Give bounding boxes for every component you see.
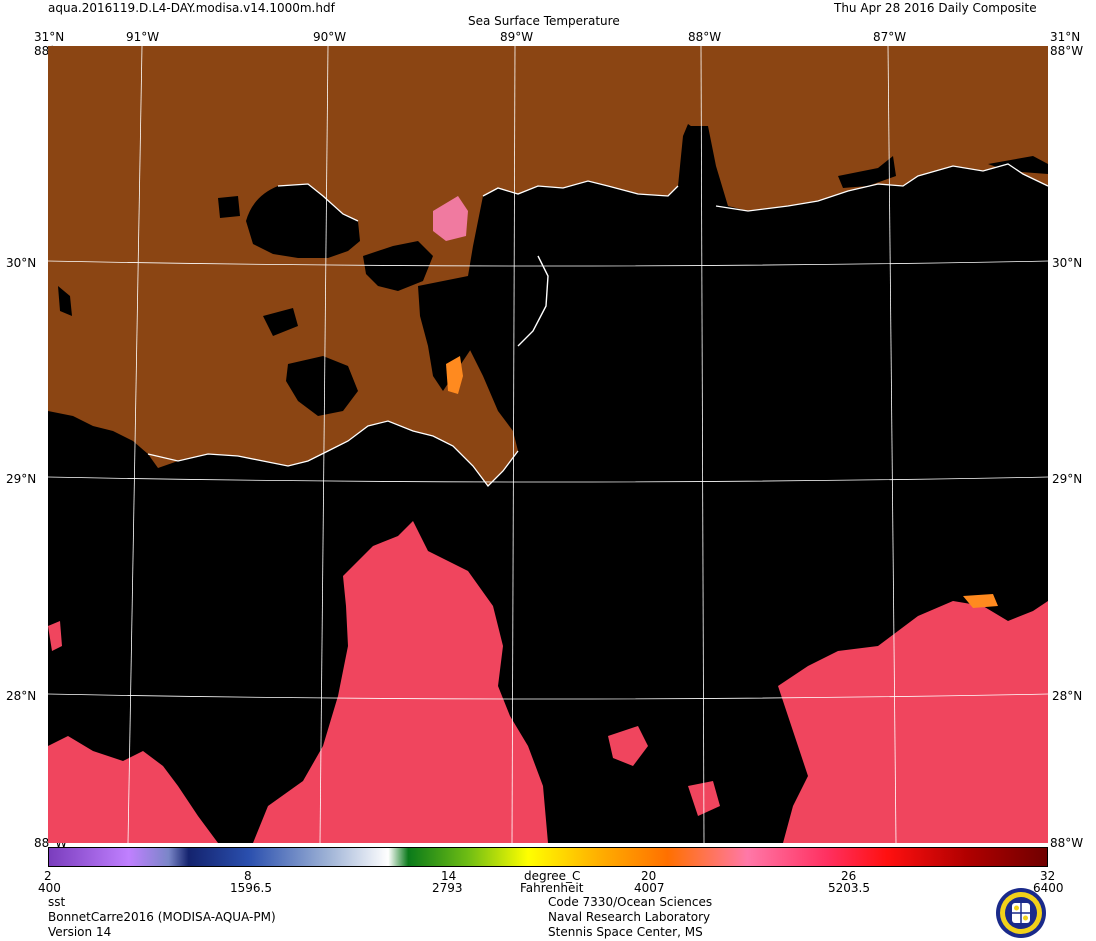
footer-org: Naval Research Laboratory <box>548 910 711 924</box>
warm-sst-small-1 <box>608 726 648 766</box>
meridian-88w <box>700 46 705 843</box>
lon-label-90w: 90°W <box>313 30 347 44</box>
barataria-bay <box>286 356 358 416</box>
warm-sst-front-edge <box>963 594 998 608</box>
graticule <box>48 46 1048 843</box>
meridian-91w <box>127 46 143 843</box>
footer-code: Code 7330/Ocean Sciences <box>548 895 713 909</box>
cbar-c-tick-2: 14 <box>441 869 457 883</box>
warm-patch-lake-borgne <box>433 196 468 241</box>
lake-pontchartrain <box>246 184 360 258</box>
cbar-c-tick-5: 32 <box>1040 869 1056 883</box>
date-label: Thu Apr 28 2016 Daily Composite <box>834 1 1037 15</box>
cbar-f-tick-1: 1596.5 <box>230 881 272 895</box>
mobile-bay <box>683 126 728 214</box>
meridian-89w <box>511 46 516 843</box>
lat-label-28n-right: 28°N <box>1052 689 1083 703</box>
lat-label-29n-right: 29°N <box>1052 472 1083 486</box>
sst-colorbar <box>48 847 1048 867</box>
warm-sst-central <box>253 521 548 843</box>
cbar-unit-c: degree_C <box>524 869 581 883</box>
footer-source: BonnetCarre2016 (MODISA-AQUA-PM) <box>48 910 276 924</box>
lat-label-29n-left: 29°N <box>6 472 37 486</box>
breton-sound <box>418 276 478 391</box>
footer-product: sst <box>48 895 66 909</box>
footer-location: Stennis Space Center, MS <box>548 925 703 939</box>
chandeleur-islands <box>517 255 549 347</box>
lat-label-30n-left: 30°N <box>6 256 37 270</box>
sst-map-canvas <box>48 46 1048 843</box>
cbar-unit-f: Fahrenheit <box>520 881 584 895</box>
warm-sst-small-3 <box>48 621 62 651</box>
map-title: Sea Surface Temperature <box>468 14 620 28</box>
inland-lake-1 <box>263 308 298 336</box>
parallel-28n <box>48 693 1048 700</box>
lon-label-89w: 89°W <box>500 30 534 44</box>
inland-lake-2 <box>218 196 240 218</box>
cbar-c-tick-0: 2 <box>44 869 52 883</box>
meridian-87w <box>887 46 897 843</box>
corner-lon-bottom-right: 88°W <box>1050 836 1084 850</box>
cbar-f-tick-0: 400 <box>38 881 61 895</box>
cbar-c-tick-3: 20 <box>641 869 657 883</box>
warm-patch-delta <box>446 356 463 394</box>
lat-label-30n-right: 30°N <box>1052 256 1083 270</box>
meridian-90w <box>319 46 329 843</box>
cbar-c-tick-1: 8 <box>244 869 252 883</box>
lake-borgne <box>363 241 433 291</box>
parallel-30n <box>48 260 1048 267</box>
inland-lake-4 <box>838 156 896 188</box>
warm-sst-west <box>48 736 218 843</box>
corner-lat-top-right: 31°N <box>1050 30 1081 44</box>
cbar-f-tick-4: 5203.5 <box>828 881 870 895</box>
footer-version: Version 14 <box>48 925 112 939</box>
corner-lat-top-left: 31°N <box>34 30 65 44</box>
lon-label-88w: 88°W <box>688 30 722 44</box>
sst-map <box>48 46 1048 843</box>
coastline <box>147 163 1048 487</box>
cbar-c-tick-4: 26 <box>841 869 857 883</box>
lon-label-87w: 87°W <box>873 30 907 44</box>
parallel-29n <box>48 476 1048 483</box>
filename-label: aqua.2016119.D.L4-DAY.modisa.v14.1000m.h… <box>48 1 335 15</box>
warm-sst-east <box>778 601 1048 843</box>
inland-lake-3 <box>58 286 72 316</box>
lat-label-28n-left: 28°N <box>6 689 37 703</box>
cbar-f-tick-3: 4007 <box>634 881 665 895</box>
corner-lon-top-right: 88°W <box>1050 44 1084 58</box>
cbar-f-tick-5: 6400 <box>1033 881 1064 895</box>
lon-label-91w: 91°W <box>126 30 160 44</box>
inland-lake-5 <box>988 156 1048 174</box>
cbar-f-tick-2: 2793 <box>432 881 463 895</box>
nrl-seal-icon <box>996 888 1046 938</box>
